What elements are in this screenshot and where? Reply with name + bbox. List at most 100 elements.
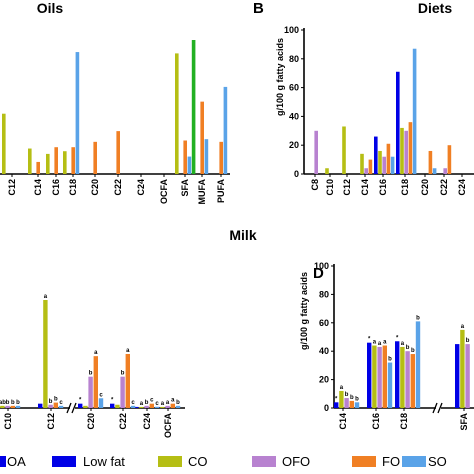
significance-letter: b [11, 400, 15, 406]
panel-b-tick-label-c22: C22 [439, 179, 449, 196]
legend-swatch-ofo [252, 456, 276, 467]
significance-letter: * [111, 398, 114, 404]
significance-letter: c [155, 401, 159, 407]
significance-letter: a [126, 348, 130, 354]
panel-b-bar-c14 [364, 168, 368, 174]
axis-break-mark [71, 402, 77, 414]
panel-a-tick-label-mufa: MUFA [197, 179, 207, 205]
legend-swatch-oa [0, 456, 6, 467]
panel-d-y-tick-label: 60 [319, 318, 329, 328]
panel-c-bar-c10 [0, 405, 5, 408]
panel-b-letter: B [253, 0, 264, 17]
panel-b-bar-c16 [382, 156, 386, 174]
panel-a-tick-label-ocfa: OCFA [159, 179, 169, 205]
panel-c-bar-c22 [125, 354, 130, 408]
panel-c-bar-ocfa [160, 406, 165, 408]
panel-c-tick-label-c20: C20 [86, 413, 96, 430]
panel-d-bar-c16 [367, 342, 372, 408]
significance-letter: b [16, 400, 20, 406]
significance-letter: * [79, 398, 82, 404]
panel-a-bar-sfa [187, 156, 192, 174]
significance-letter: b [350, 395, 354, 401]
panel-b-bar-c20 [432, 168, 437, 174]
significance-letter: b [416, 315, 420, 321]
panel-c-bar-c10 [15, 405, 21, 408]
panel-d-letter: D [313, 265, 324, 282]
panel-b-bar-c18 [404, 130, 408, 174]
significance-letter: a [161, 401, 165, 407]
panel-a-bar-mufa [200, 101, 204, 174]
panel-a-tick-label-c14: C14 [33, 179, 43, 196]
significance-letter: a [94, 350, 98, 356]
panel-a-bar-pufa [223, 86, 228, 174]
significance-letter: a [373, 340, 377, 346]
panel-b-tick-label-c24: C24 [457, 179, 467, 196]
panel-d-y-tick-label: 100 [314, 261, 329, 271]
panel-d-y-tick-label: 40 [319, 346, 329, 356]
significance-letter: b [466, 338, 470, 344]
panel-b-bar-c16 [374, 136, 378, 174]
significance-letter: b [54, 397, 58, 403]
panel-c-bar-ocfa [175, 405, 181, 408]
panel-d-bar-c18 [405, 351, 410, 408]
panel-a-bar-c22 [116, 131, 120, 174]
panel-c-bar-c22 [110, 403, 115, 408]
panel-a-tick-label-pufa: PUFA [216, 179, 226, 204]
significance-letter: b [411, 348, 415, 354]
panel-c-bar-c12 [38, 403, 43, 408]
legend-swatch-co [158, 456, 182, 467]
panel-d-bar-c16 [387, 362, 393, 408]
panel-a-tick-label-sfa: SFA [180, 179, 190, 197]
panel-b-bar-c18 [408, 122, 413, 174]
panel-b-y-tick-label: 0 [294, 169, 299, 179]
legend-swatch-fo [352, 456, 376, 467]
panel-b-bar-c22 [443, 168, 447, 174]
significance-letter: a [166, 400, 170, 406]
panel-b-bar-c18 [400, 127, 404, 174]
legend-label-low-fat: Low fat [83, 454, 125, 469]
panel-a-tick-label-c16: C16 [51, 179, 61, 196]
axis-break-mark [66, 402, 72, 414]
panel-a-bar-mufa [204, 139, 209, 174]
significance-letter: b [6, 400, 10, 406]
panel-a-tick-label-c22: C22 [113, 179, 123, 196]
legend-label-oa: OA [7, 454, 26, 469]
panel-a-bar-pufa [219, 141, 223, 174]
panel-c-bar-c10 [10, 405, 15, 408]
panel-b-bar-c14 [368, 159, 373, 174]
panel-c-tick-label-c10: C10 [3, 413, 13, 430]
panel-c-bar-c22 [120, 376, 125, 408]
panel-b-bar-c14 [360, 153, 364, 174]
panel-d-y-tick-label: 20 [319, 375, 329, 385]
panel-a-title: Oils [37, 0, 64, 16]
panel-c-bar-c20 [78, 403, 83, 408]
significance-letter: c [131, 400, 135, 406]
panel-c-bar-c20 [93, 356, 98, 408]
significance-letter: a [383, 340, 387, 346]
panel-d-tick-label-c14: C14 [338, 413, 348, 430]
panel-c-bar-ocfa [170, 403, 175, 408]
panel-b-bar-c16 [390, 156, 395, 174]
significance-letter: a [140, 401, 144, 407]
panel-d-bar-c14 [339, 390, 344, 408]
significance-letter: * [368, 337, 371, 343]
panel-c-bar-c20 [88, 376, 93, 408]
legend-swatch-so [402, 456, 426, 467]
legend-label-ofo: OFO [282, 454, 310, 469]
panel-c-bar-c24 [134, 406, 139, 408]
panel-a-tick-label-c12: C12 [7, 179, 17, 196]
panel-d-bar-c18 [395, 341, 400, 408]
panel-c-bar-c12 [58, 405, 64, 408]
panel-b-bar-c8 [314, 130, 318, 174]
significance-letter: ab [0, 400, 6, 406]
panel-c-tick-label-c12: C12 [46, 413, 56, 430]
significance-letter: c [59, 400, 63, 406]
axis-break-mark [432, 402, 438, 414]
legend-label-so: SO [428, 454, 447, 469]
panel-d-bar-c16 [372, 345, 377, 408]
panel-a-bar-c12 [2, 113, 6, 174]
significance-letter: a [44, 294, 48, 300]
panel-a-bar-sfa [175, 53, 179, 174]
panel-b-bar-c18 [396, 71, 400, 174]
